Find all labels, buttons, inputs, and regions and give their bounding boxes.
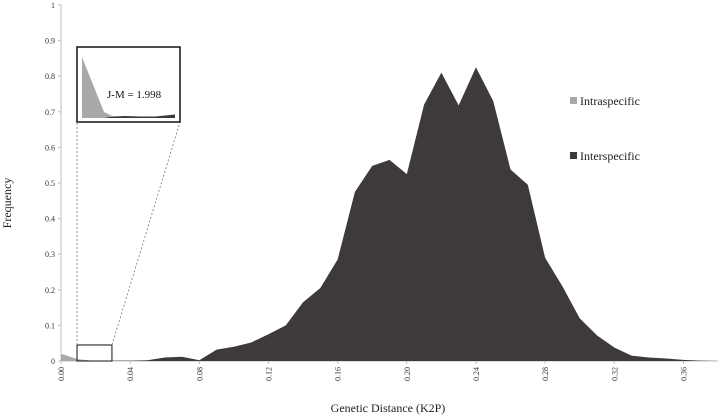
y-tick-label: 0.1 [45, 321, 55, 330]
y-tick-label: 1 [51, 1, 55, 10]
y-tick-label: 0.9 [45, 37, 55, 46]
zoom-connector-right [111, 121, 181, 346]
area-series-interspecific [61, 67, 718, 362]
x-tick-label: 0.04 [126, 367, 135, 381]
area-series-intraspecific [61, 353, 96, 361]
inset-area-intraspecific [82, 57, 175, 118]
y-tick-label: 0.5 [45, 179, 55, 188]
jm-annotation: J-M = 1.998 [107, 89, 162, 101]
inset-area-interspecific [104, 114, 175, 118]
y-tick-label: 0.4 [45, 215, 55, 224]
x-tick-label: 0.20 [403, 367, 412, 381]
legend-marker-interspecific [570, 152, 577, 159]
x-tick-label: 0.24 [472, 367, 481, 381]
y-tick-label: 0.2 [45, 286, 55, 295]
x-tick-label: 0.36 [679, 367, 688, 381]
x-tick-label: 0.32 [610, 367, 619, 381]
x-tick-label: 0.16 [334, 367, 343, 381]
y-tick-label: 0 [51, 357, 55, 366]
y-tick-label: 0.8 [45, 72, 55, 81]
x-tick-label: 0.00 [57, 367, 66, 381]
axis-ticks: 0 0.1 0.2 0.3 0.4 0.5 0.6 0.7 0.8 0.9 1 0.00 0.04 0.0… [45, 1, 688, 381]
y-tick-label: 0.3 [45, 250, 55, 259]
legend: Intraspecific Interspecific [570, 94, 640, 163]
inset-zoom: J-M = 1.998 [76, 46, 181, 362]
y-axis-title: Frequency [0, 178, 14, 229]
x-tick-label: 0.12 [264, 367, 273, 381]
x-tick-label: 0.28 [541, 367, 550, 381]
legend-marker-intraspecific [570, 97, 577, 104]
x-tick-label: 0.08 [195, 367, 204, 381]
zoom-region-box [76, 344, 113, 362]
y-tick-label: 0.6 [45, 143, 55, 152]
legend-label-interspecific: Interspecific [580, 149, 640, 163]
legend-label-intraspecific: Intraspecific [580, 94, 640, 108]
y-tick-label: 0.7 [45, 108, 55, 117]
x-axis-title: Genetic Distance (K2P) [331, 401, 446, 415]
